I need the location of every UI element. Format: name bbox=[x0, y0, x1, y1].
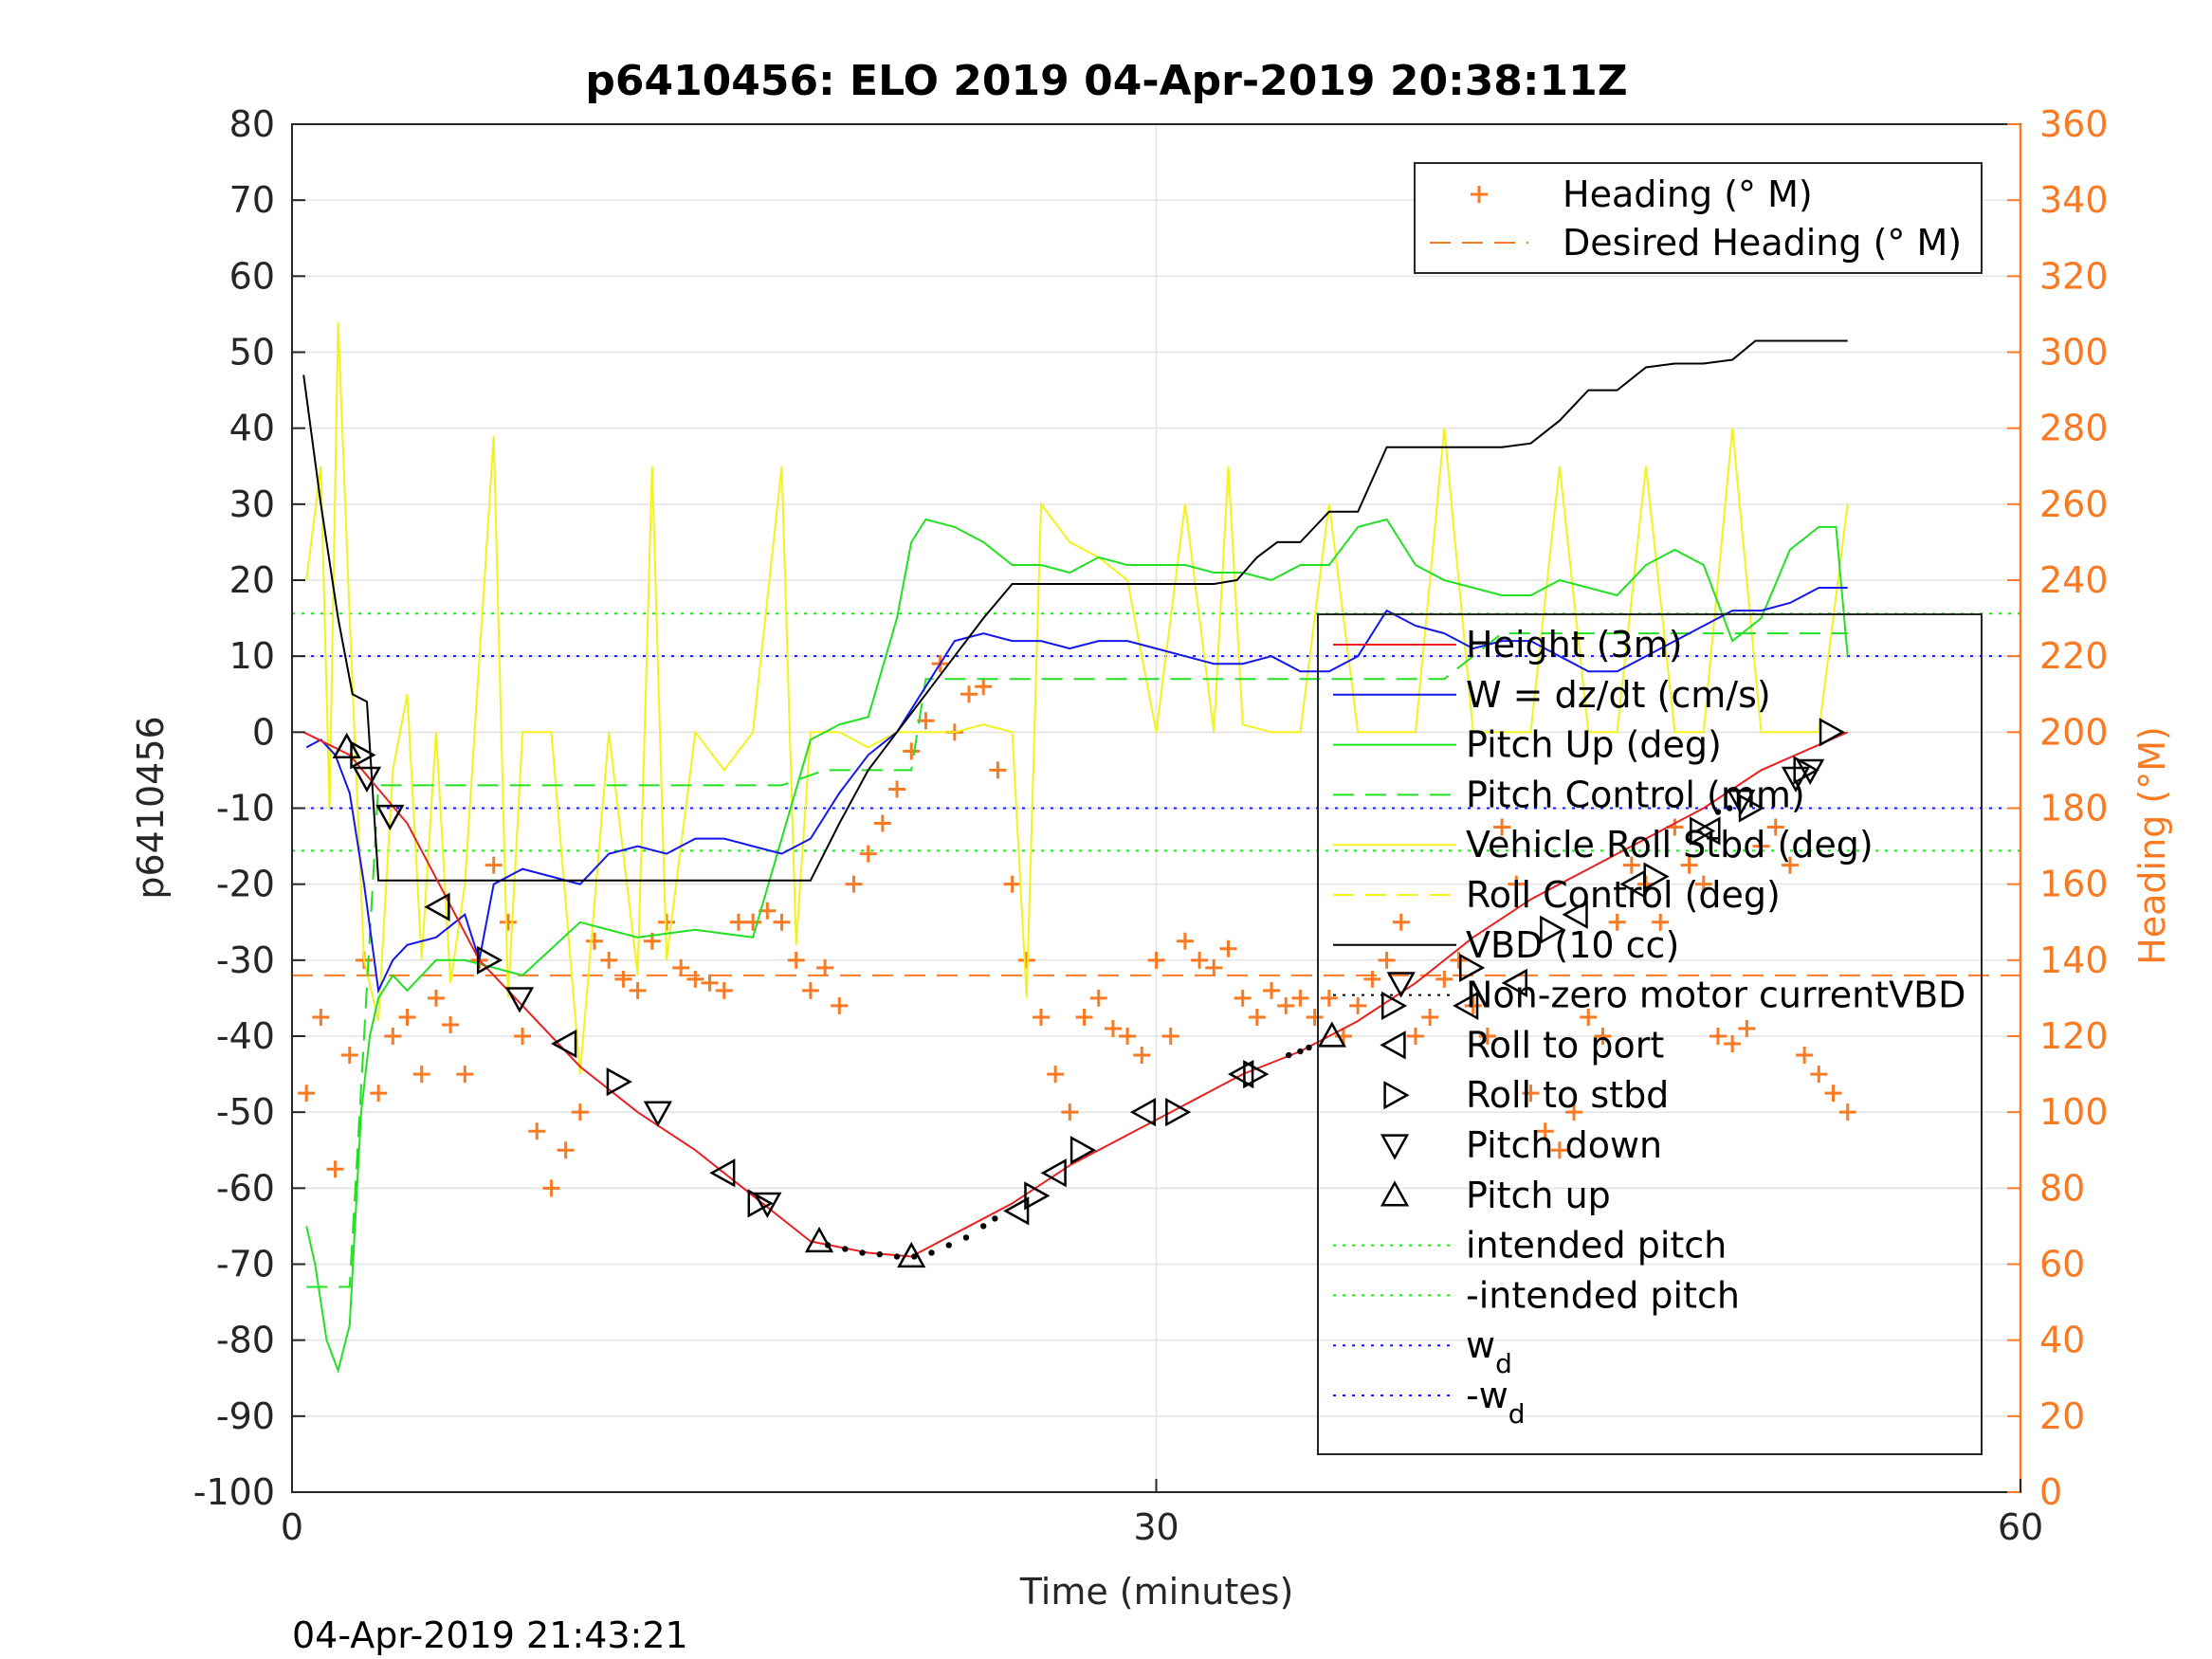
legend-label: Non-zero motor currentVBD bbox=[1466, 975, 1965, 1016]
y2-tick-label: 260 bbox=[2039, 483, 2109, 525]
y-tick-label: 80 bbox=[229, 103, 275, 145]
y-tick-label: 0 bbox=[252, 711, 275, 753]
legend-label: Vehicle Roll Stbd (deg) bbox=[1466, 824, 1874, 866]
y-tick-label: 40 bbox=[229, 408, 275, 449]
marker-vbd-motor bbox=[980, 1223, 986, 1229]
y2-tick-label: 220 bbox=[2039, 635, 2109, 677]
x-tick-label: 60 bbox=[1998, 1506, 2043, 1548]
y2-tick-label: 80 bbox=[2039, 1167, 2085, 1209]
marker-vbd-motor bbox=[842, 1246, 848, 1251]
marker-vbd-motor bbox=[859, 1249, 865, 1255]
marker-vbd-motor bbox=[911, 1253, 917, 1259]
x-tick-label: 0 bbox=[281, 1506, 303, 1548]
marker-vbd-motor bbox=[877, 1251, 883, 1257]
marker-vbd-motor bbox=[1297, 1048, 1303, 1054]
legend-label: Pitch Control (mm) bbox=[1466, 774, 1805, 815]
legend-label: Height (3m) bbox=[1466, 624, 1683, 665]
marker-vbd-motor bbox=[928, 1249, 934, 1255]
y-tick-label: -90 bbox=[216, 1395, 275, 1437]
y2-axis-label: Heading (°M) bbox=[2131, 726, 2173, 965]
y2-tick-label: 100 bbox=[2039, 1091, 2109, 1133]
legend-label: Heading (° M) bbox=[1563, 173, 1813, 215]
marker-vbd-motor bbox=[992, 1215, 997, 1221]
chart-canvas: p6410456: ELO 2019 04-Apr-2019 20:38:11Z… bbox=[0, 0, 2212, 1659]
legend-label: Roll to stbd bbox=[1466, 1074, 1669, 1116]
legend-label: Pitch Up (deg) bbox=[1466, 724, 1722, 766]
y2-tick-label: 200 bbox=[2039, 711, 2109, 753]
y-tick-label: -10 bbox=[216, 788, 275, 830]
y2-tick-label: 140 bbox=[2039, 939, 2109, 981]
y-tick-label: -50 bbox=[216, 1091, 275, 1133]
x-tick-label: 30 bbox=[1133, 1506, 1179, 1548]
y2-tick-label: 320 bbox=[2039, 255, 2109, 297]
x-axis-label: Time (minutes) bbox=[1019, 1571, 1294, 1613]
footer-timestamp: 04-Apr-2019 21:43:21 bbox=[292, 1614, 688, 1656]
legend-label: intended pitch bbox=[1466, 1225, 1727, 1267]
y2-tick-label: 40 bbox=[2039, 1320, 2085, 1361]
y-tick-label: 70 bbox=[229, 179, 275, 221]
y-tick-label: 30 bbox=[229, 483, 275, 525]
legend-label: Pitch down bbox=[1466, 1124, 1662, 1166]
y-tick-label: -70 bbox=[216, 1244, 275, 1285]
y-axis-label: p6410456 bbox=[130, 716, 172, 899]
y2-tick-label: 300 bbox=[2039, 332, 2109, 374]
marker-vbd-motor bbox=[1286, 1052, 1291, 1058]
y-tick-label: 50 bbox=[229, 332, 275, 374]
chart-title: p6410456: ELO 2019 04-Apr-2019 20:38:11Z bbox=[585, 57, 1627, 105]
legend-label: Roll Control (deg) bbox=[1466, 874, 1781, 916]
legend-label: Roll to port bbox=[1466, 1024, 1664, 1066]
y2-tick-label: 180 bbox=[2039, 788, 2109, 830]
y-tick-label: -20 bbox=[216, 864, 275, 905]
y-tick-label: -80 bbox=[216, 1320, 275, 1361]
y-tick-label: 10 bbox=[229, 635, 275, 677]
y-tick-label: -40 bbox=[216, 1015, 275, 1057]
legend-label: Desired Heading (° M) bbox=[1563, 222, 1962, 264]
y2-tick-label: 280 bbox=[2039, 408, 2109, 449]
y-tick-label: 60 bbox=[229, 255, 275, 297]
marker-vbd-motor bbox=[946, 1242, 952, 1248]
y2-tick-label: 340 bbox=[2039, 179, 2109, 221]
y-tick-label: -60 bbox=[216, 1167, 275, 1209]
legend-label: -intended pitch bbox=[1466, 1274, 1740, 1316]
legend-label-subscript: d bbox=[1508, 1398, 1526, 1430]
y2-tick-label: 60 bbox=[2039, 1244, 2085, 1285]
y2-tick-label: 20 bbox=[2039, 1395, 2085, 1437]
legend-label: Pitch up bbox=[1466, 1175, 1611, 1216]
y2-tick-label: 360 bbox=[2039, 103, 2109, 145]
marker-vbd-motor bbox=[894, 1253, 900, 1259]
y-tick-label: 20 bbox=[229, 559, 275, 601]
legend-heading: Heading (° M) Desired Heading (° M) bbox=[1415, 163, 1982, 273]
y2-tick-label: 120 bbox=[2039, 1015, 2109, 1057]
marker-vbd-motor bbox=[825, 1242, 831, 1248]
y-tick-label: -30 bbox=[216, 939, 275, 981]
y-tick-label: -100 bbox=[193, 1471, 275, 1513]
marker-vbd-motor bbox=[963, 1234, 969, 1240]
y2-tick-label: 160 bbox=[2039, 864, 2109, 905]
y2-tick-label: 240 bbox=[2039, 559, 2109, 601]
legend-label: W = dz/dt (cm/s) bbox=[1466, 674, 1771, 716]
marker-vbd-motor bbox=[1306, 1045, 1311, 1050]
legend-label: VBD (10 cc) bbox=[1466, 924, 1679, 966]
